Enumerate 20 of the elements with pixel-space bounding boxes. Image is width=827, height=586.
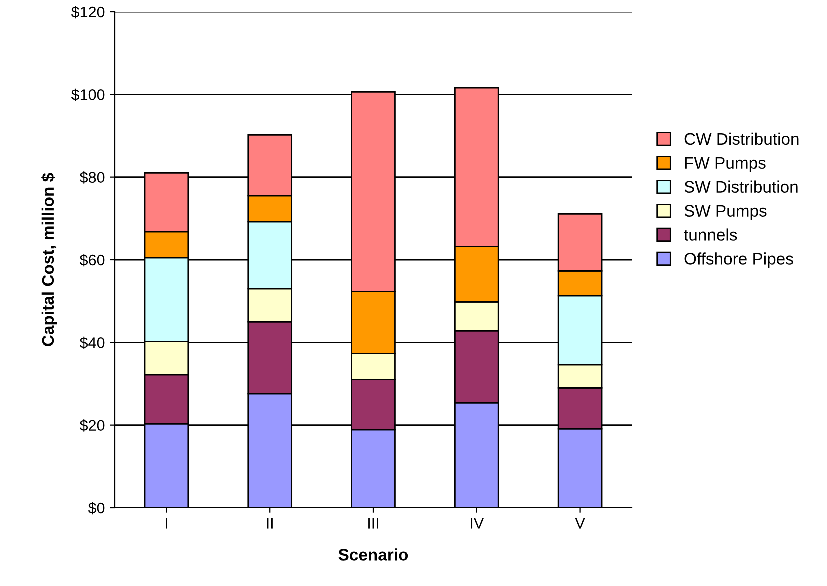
x-axis-title: Scenario (338, 548, 408, 561)
y-tick-label: $80 (80, 172, 105, 184)
x-tick-label: II (267, 518, 273, 529)
y-tick-label: $120 (71, 6, 105, 19)
legend-label: FW Pumps (685, 157, 766, 172)
x-tick-label: V (575, 518, 586, 529)
x-tick-label: I (166, 518, 168, 529)
y-tick-label: $0 (88, 502, 105, 515)
legend-label: tunnels (684, 228, 738, 241)
y-axis-title: Capital Cost, million $ (42, 173, 58, 346)
y-tick-label: $100 (71, 88, 105, 102)
y-tick-label: $20 (80, 420, 105, 432)
x-tick-label: III (368, 518, 378, 529)
legend-label: SW Distribution (684, 180, 798, 194)
x-tick-label: IV (471, 518, 484, 529)
legend-label: CW Distribution (684, 132, 799, 146)
y-tick-label: $60 (80, 254, 105, 267)
y-tick-label: $40 (80, 336, 105, 350)
legend-label: Offshore Pipes (684, 252, 794, 268)
legend-label: SW Pumps (684, 205, 767, 220)
